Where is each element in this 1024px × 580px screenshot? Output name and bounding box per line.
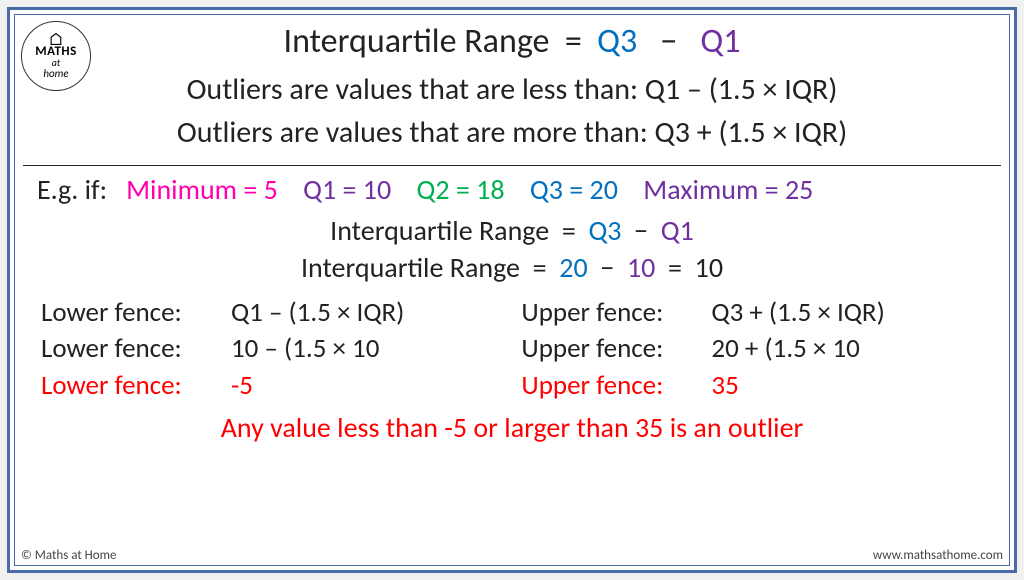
slide-footer: © Maths at Home www.mathsathome.com (15, 548, 1009, 565)
minus-sign: − (660, 21, 677, 62)
iqr-sub-label: Interquartile Range (301, 250, 520, 285)
iqr-substitution-line: Interquartile Range = 20 − 10 = 10 (37, 250, 987, 285)
definition-section: Interquartile Range = Q3 − Q1 Outliers a… (15, 15, 1009, 161)
q3-term: Q3 (597, 21, 637, 62)
eg-q2: Q2 = 18 (417, 172, 505, 207)
lf-expr-1: Q1 – (1.5 × IQR) (231, 295, 404, 331)
slide-outer-frame: ⌂ MATHS at home Interquartile Range = Q3… (7, 7, 1017, 573)
logo-badge: ⌂ MATHS at home (21, 21, 91, 91)
lf-label-3: Lower fence: (41, 368, 231, 404)
eg-prefix: E.g. if: (37, 172, 107, 207)
uf-expr-1: Q3 + (1.5 × IQR) (711, 295, 884, 331)
lower-fence-column: Lower fence: Q1 – (1.5 × IQR) Lower fenc… (41, 295, 503, 404)
iqr-calc-minus: − (634, 213, 648, 248)
equals-sign: = (565, 21, 582, 62)
uf-value: 35 (711, 368, 738, 404)
website-url: www.mathsathome.com (873, 548, 1003, 563)
conclusion-text: Any value less than -5 or larger than 35… (37, 410, 987, 445)
iqr-sub-b: 10 (627, 250, 655, 285)
uf-label-1: Upper fence: (521, 295, 711, 331)
iqr-label: Interquartile Range (284, 21, 550, 62)
slide-inner-frame: ⌂ MATHS at home Interquartile Range = Q3… (14, 14, 1010, 566)
iqr-calc-eq: = (562, 213, 576, 248)
iqr-result: 10 (695, 250, 723, 285)
iqr-formula-line: Interquartile Range = Q3 − Q1 (37, 213, 987, 248)
iqr-sub-eq: = (533, 250, 547, 285)
iqr-calc-q3: Q3 (588, 213, 621, 248)
iqr-sub-minus: − (600, 250, 614, 285)
eg-q3: Q3 = 20 (530, 172, 618, 207)
example-section: E.g. if: Minimum = 5 Q1 = 10 Q2 = 18 Q3 … (15, 166, 1009, 548)
logo-text-home: home (43, 68, 68, 79)
uf-label-3: Upper fence: (521, 368, 711, 404)
q1-term: Q1 (700, 21, 740, 62)
eg-minimum: Minimum = 5 (126, 172, 278, 207)
iqr-res-eq: = (668, 250, 682, 285)
eg-maximum: Maximum = 25 (643, 172, 813, 207)
iqr-calc-label: Interquartile Range (330, 213, 549, 248)
lower-outlier-rule: Outliers are values that are less than: … (33, 70, 991, 111)
upper-fence-column: Upper fence: Q3 + (1.5 × IQR) Upper fenc… (521, 295, 983, 404)
formula-title: Interquartile Range = Q3 − Q1 (33, 21, 991, 62)
eg-q1: Q1 = 10 (303, 172, 391, 207)
lf-label-1: Lower fence: (41, 295, 231, 331)
uf-label-2: Upper fence: (521, 331, 711, 367)
uf-expr-2: 20 + (1.5 × 10 (711, 331, 859, 367)
example-given-values: E.g. if: Minimum = 5 Q1 = 10 Q2 = 18 Q3 … (37, 172, 987, 207)
upper-outlier-rule: Outliers are values that are more than: … (33, 113, 991, 154)
fence-calculations: Lower fence: Q1 – (1.5 × IQR) Lower fenc… (37, 295, 987, 404)
iqr-calc-q1: Q1 (661, 213, 694, 248)
lf-value: -5 (231, 368, 253, 404)
copyright-text: © Maths at Home (21, 548, 116, 563)
iqr-sub-a: 20 (559, 250, 587, 285)
lf-label-2: Lower fence: (41, 331, 231, 367)
lf-expr-2: 10 – (1.5 × 10 (231, 331, 379, 367)
